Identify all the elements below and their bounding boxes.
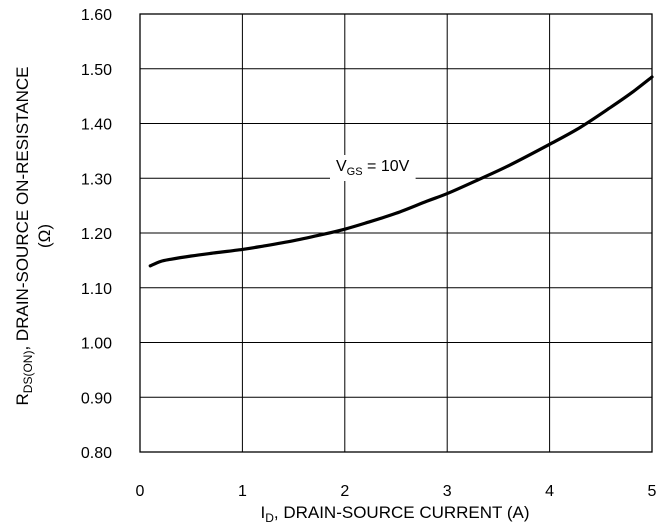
y-axis-title-rest: , DRAIN-SOURCE ON-RESISTANCE (13, 67, 32, 351)
x-axis-title: ID, DRAIN-SOURCE CURRENT (A) (260, 503, 529, 525)
x-tick-label: 2 (340, 483, 349, 500)
x-axis-title-sub: D (265, 511, 274, 525)
y-tick-label: 1.30 (81, 171, 112, 188)
y-tick-label: 1.50 (81, 62, 112, 79)
plot-frame (139, 13, 653, 453)
y-axis-title-sub: DS(ON) (21, 351, 35, 394)
annotation-rest: = 10V (363, 158, 410, 175)
annotation-main: V (336, 158, 347, 175)
x-axis-title-main: I (260, 503, 265, 522)
y-tick-label: 1.00 (81, 336, 112, 353)
series-line-rdson (148, 75, 654, 268)
vgs-annotation: VGS = 10V (336, 158, 410, 178)
y-axis-title: RDS(ON), DRAIN-SOURCE ON-RESISTANCE (13, 67, 35, 406)
y-axis-title-main: R (13, 393, 32, 405)
annotation-sub: GS (347, 166, 363, 178)
y-tick-label: 0.90 (81, 390, 112, 407)
y-tick-label: 1.10 (81, 281, 112, 298)
x-axis-title-rest: , DRAIN-SOURCE CURRENT (A) (274, 503, 530, 522)
y-tick-labels: 0.80 0.90 1.00 1.10 1.20 1.30 1.40 1.50 1.60 (81, 7, 112, 462)
x-tick-label: 0 (136, 483, 145, 500)
y-tick-label: 1.20 (81, 226, 112, 243)
x-tick-labels: 0 1 2 3 4 5 (136, 483, 656, 500)
annotation-background (330, 155, 416, 181)
x-tick-label: 5 (648, 483, 656, 500)
x-tick-label: 1 (238, 483, 247, 500)
y-tick-label: 1.60 (81, 7, 112, 24)
x-tick-label: 4 (545, 483, 554, 500)
y-tick-label: 0.80 (81, 445, 112, 462)
x-tick-label: 3 (443, 483, 452, 500)
y-axis-title-unit: (Ω) (35, 224, 54, 248)
grid-layer (139, 13, 653, 453)
y-tick-label: 1.40 (81, 117, 112, 134)
series-layer (148, 75, 654, 268)
